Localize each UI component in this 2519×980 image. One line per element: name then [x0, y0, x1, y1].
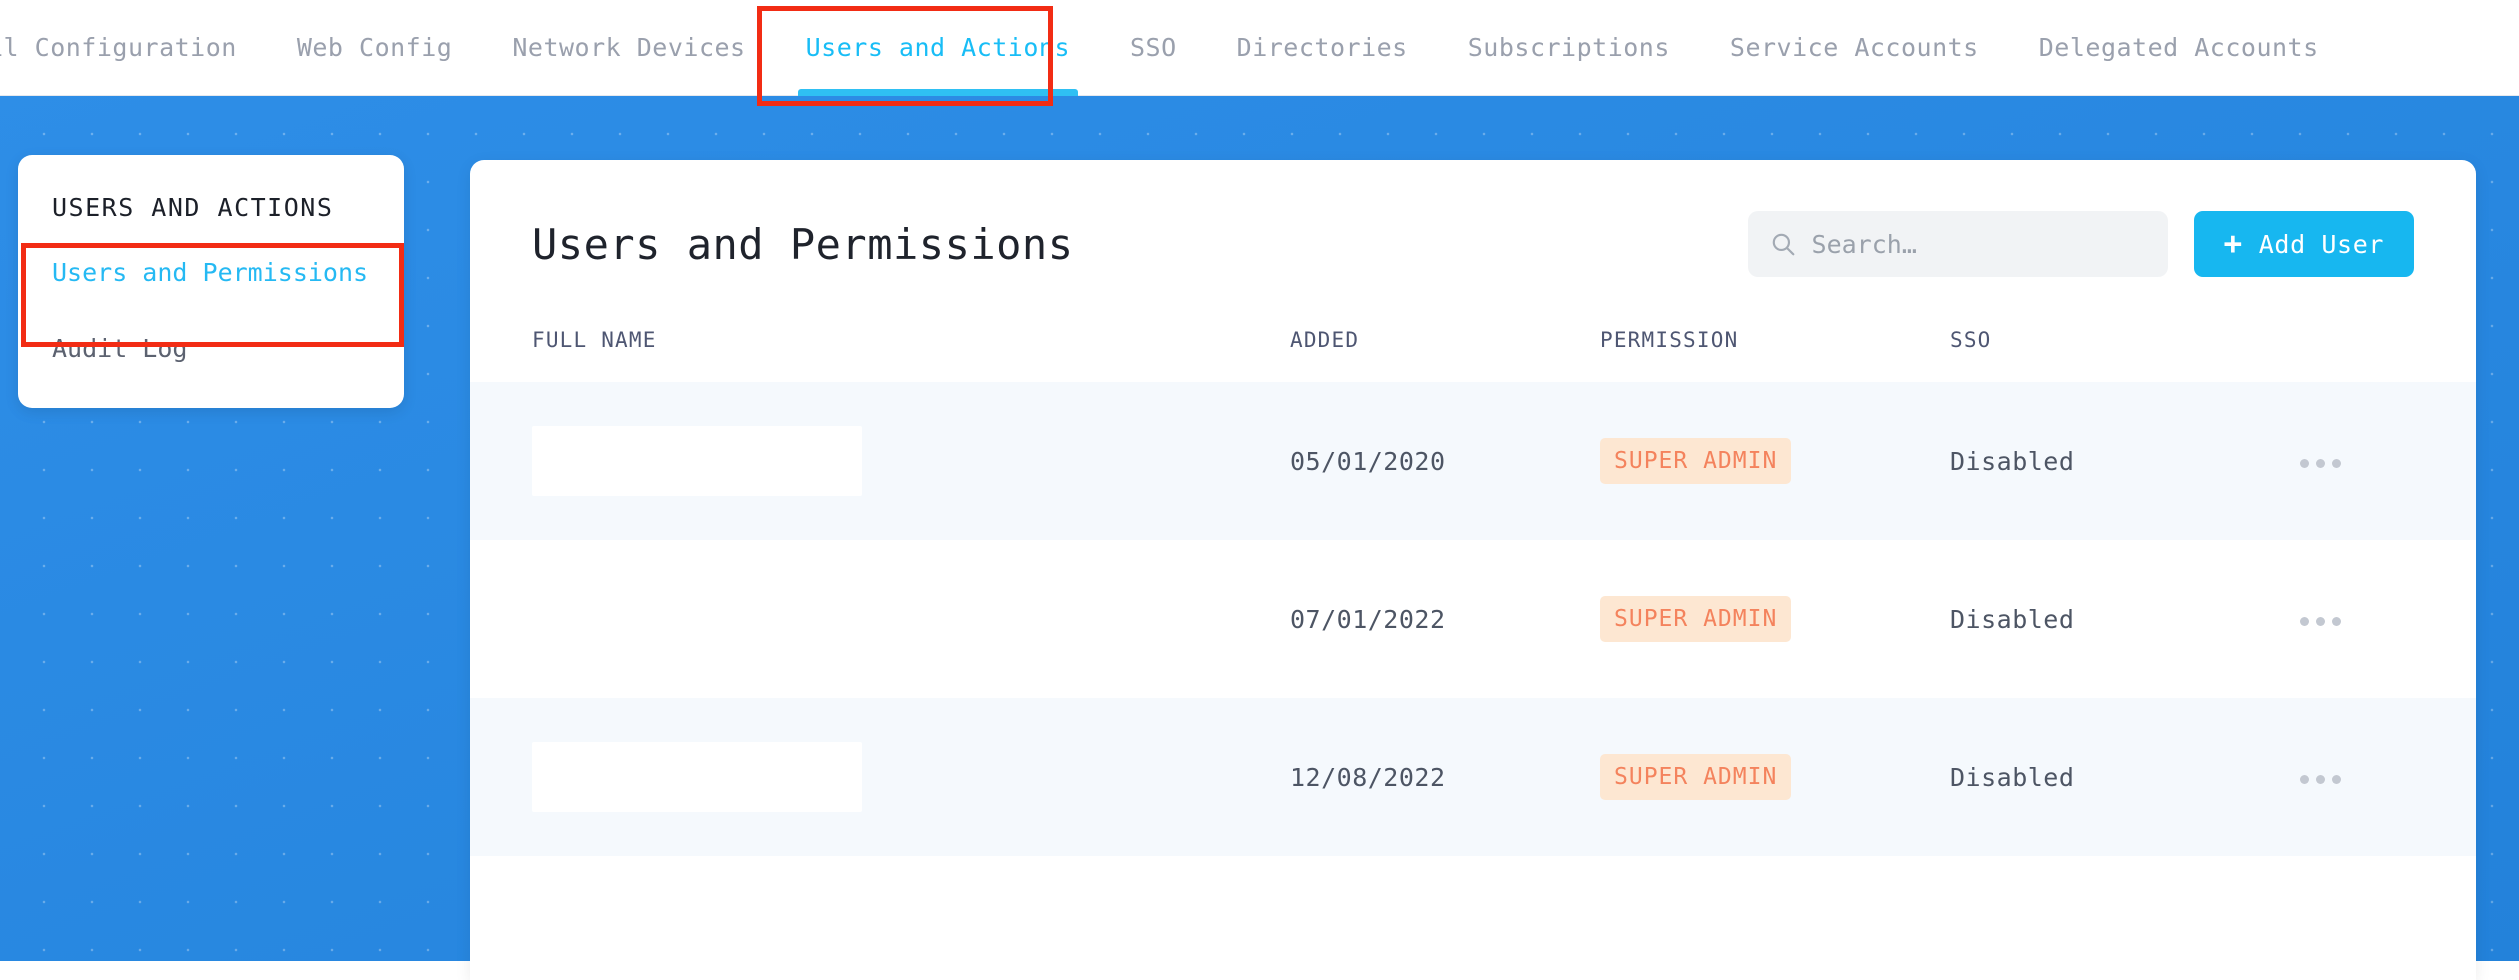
search-box[interactable]: [1747, 211, 2168, 277]
column-header-sso[interactable]: SSO: [1950, 328, 1992, 352]
column-header-actions: [2290, 328, 2476, 382]
cell-sso: Disabled: [1950, 698, 2290, 856]
tab-label: Delegated Accounts: [2038, 33, 2319, 62]
tab-label: il Configuration: [0, 33, 237, 62]
cell-permission: SUPER ADMIN: [1600, 698, 1950, 856]
permission-badge: SUPER ADMIN: [1600, 754, 1792, 800]
content-header: Users and Permissions + Add User: [470, 160, 2476, 328]
sidebar-item-label: Audit Log: [52, 334, 188, 363]
cell-permission: [1600, 856, 1950, 980]
redacted-name-block: [532, 742, 862, 812]
cell-added: 12/08/2022: [1290, 698, 1600, 856]
sidebar-heading: USERS AND ACTIONS: [52, 193, 334, 222]
row-menu-icon[interactable]: [2290, 449, 2351, 478]
tab-email-configuration[interactable]: il Configuration: [0, 0, 267, 96]
tab-label: Web Config: [296, 33, 453, 62]
column-header-full-name[interactable]: FULL NAME: [532, 328, 657, 352]
tab-sso[interactable]: SSO: [1100, 0, 1207, 96]
tab-network-devices[interactable]: Network Devices: [482, 0, 775, 96]
cell-full-name: [470, 856, 1290, 980]
row-menu-icon[interactable]: [2290, 765, 2351, 794]
cell-added: [1290, 856, 1600, 980]
main-content-card: Users and Permissions + Add User FULL NA…: [470, 160, 2476, 980]
cell-added: 05/01/2020: [1290, 382, 1600, 540]
table-row[interactable]: [470, 856, 2476, 980]
users-table: FULL NAME ADDED PERMISSION SSO 05/01/202…: [470, 328, 2476, 980]
tab-web-config[interactable]: Web Config: [267, 0, 483, 96]
tab-label: SSO: [1130, 33, 1177, 62]
table-row[interactable]: 07/01/2022 SUPER ADMIN Disabled: [470, 540, 2476, 698]
sidebar-item-label: Users and Permissions: [52, 258, 369, 287]
cell-actions: [2290, 540, 2476, 698]
search-input[interactable]: [1811, 229, 2146, 259]
table-row[interactable]: 12/08/2022 SUPER ADMIN Disabled: [470, 698, 2476, 856]
row-menu-icon[interactable]: [2290, 607, 2351, 636]
column-header-permission[interactable]: PERMISSION: [1600, 328, 1739, 352]
cell-actions: [2290, 698, 2476, 856]
permission-badge: SUPER ADMIN: [1600, 596, 1792, 642]
table-row[interactable]: 05/01/2020 SUPER ADMIN Disabled: [470, 382, 2476, 540]
sidebar-item-audit-log[interactable]: Audit Log: [18, 324, 404, 374]
cell-permission: SUPER ADMIN: [1600, 382, 1950, 540]
tab-label: Directories: [1236, 33, 1408, 62]
table-header: FULL NAME ADDED PERMISSION SSO: [470, 328, 2476, 382]
tab-directories[interactable]: Directories: [1207, 0, 1438, 96]
table-header-row: FULL NAME ADDED PERMISSION SSO: [470, 328, 2476, 382]
cell-permission: SUPER ADMIN: [1600, 540, 1950, 698]
cell-sso: Disabled: [1950, 540, 2290, 698]
cell-sso: Disabled: [1950, 382, 2290, 540]
page-title: Users and Permissions: [532, 219, 1074, 269]
add-user-label: Add User: [2258, 229, 2384, 259]
cell-actions: [2290, 856, 2476, 980]
tab-label: Service Accounts: [1729, 33, 1979, 62]
tab-label: Network Devices: [512, 33, 746, 62]
tab-label: Subscriptions: [1467, 33, 1670, 62]
cell-full-name: [470, 382, 1290, 540]
tab-delegated-accounts[interactable]: Delegated Accounts: [2009, 0, 2349, 96]
permission-badge: SUPER ADMIN: [1600, 438, 1792, 484]
cell-full-name: [470, 698, 1290, 856]
sidebar-panel: USERS AND ACTIONS Users and Permissions …: [18, 155, 404, 408]
cell-full-name: [470, 540, 1290, 698]
cell-added: 07/01/2022: [1290, 540, 1600, 698]
table-body: 05/01/2020 SUPER ADMIN Disabled 07/01/20…: [470, 382, 2476, 980]
sidebar-item-users-and-permissions[interactable]: Users and Permissions: [18, 248, 404, 298]
cell-actions: [2290, 382, 2476, 540]
cell-sso: [1950, 856, 2290, 980]
header-tools: + Add User: [1747, 211, 2414, 277]
search-icon: [1772, 233, 1794, 256]
redacted-name-block: [532, 426, 862, 496]
tab-service-accounts[interactable]: Service Accounts: [1700, 0, 2009, 96]
tab-label: Users and Actions: [805, 33, 1070, 62]
column-header-added[interactable]: ADDED: [1290, 328, 1360, 352]
tab-subscriptions[interactable]: Subscriptions: [1438, 0, 1700, 96]
add-user-button[interactable]: + Add User: [2193, 211, 2414, 277]
tab-users-and-actions[interactable]: Users and Actions: [776, 0, 1100, 96]
plus-icon: +: [2223, 225, 2243, 262]
top-navigation: il Configuration Web Config Network Devi…: [0, 0, 2519, 96]
